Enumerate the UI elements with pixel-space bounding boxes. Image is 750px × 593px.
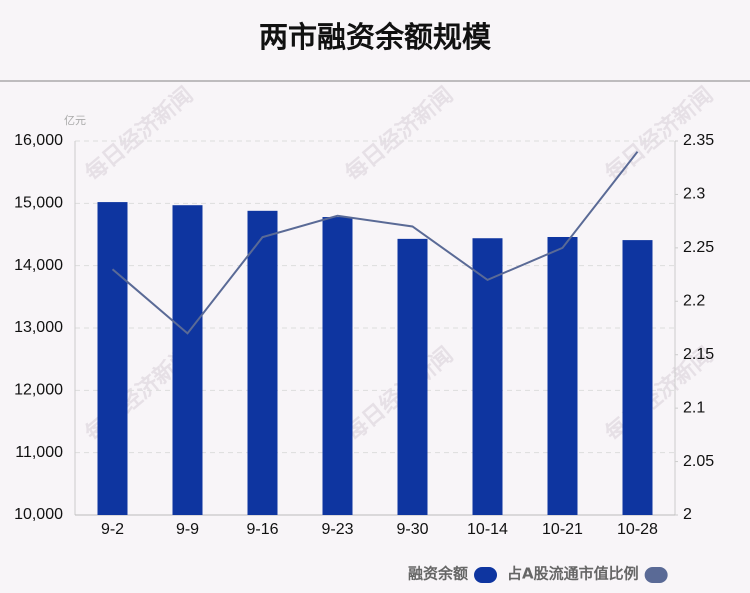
y2-tick-label: 2.05 [683, 453, 714, 470]
x-tick-label: 10-21 [542, 521, 583, 538]
y-tick-label: 13,000 [14, 319, 63, 336]
legend-swatch [644, 567, 668, 583]
line [111, 151, 639, 335]
y2-tick-label: 2.15 [683, 346, 714, 363]
x-tick-label: 9-23 [321, 521, 353, 538]
x-tick-label: 9-9 [176, 521, 199, 538]
y-tick-label: 16,000 [14, 132, 63, 149]
legend-swatch [474, 567, 498, 583]
bar [547, 236, 578, 515]
watermark: 每日经济新闻 [340, 82, 458, 187]
y2-tick-label: 2 [683, 506, 692, 523]
y-tick-label: 12,000 [14, 382, 63, 399]
legend-label: 占A股流通市值比例 [507, 565, 639, 583]
x-tick-label: 10-28 [617, 521, 658, 538]
y2-tick-label: 2.35 [683, 132, 714, 149]
x-tick-label: 10-14 [467, 521, 508, 538]
bar [472, 238, 503, 516]
chart-title: 两市融资余额规模 [259, 20, 492, 54]
legend-label: 融资余额 [408, 565, 468, 583]
y2-tick-label: 2.25 [683, 239, 714, 256]
bar [397, 238, 428, 515]
x-tick-label: 9-2 [101, 521, 124, 538]
bar [322, 217, 353, 515]
bar [247, 210, 278, 515]
y-tick-label: 11,000 [15, 444, 63, 461]
y2-tick-label: 2.1 [683, 399, 705, 416]
bar [622, 240, 653, 516]
x-tick-label: 9-30 [396, 521, 428, 538]
unit-label: 亿元 [64, 114, 86, 127]
bar [172, 205, 203, 515]
y2-tick-label: 2.3 [683, 186, 705, 203]
bar [97, 202, 128, 515]
y-tick-label: 15,000 [14, 195, 63, 212]
x-tick-label: 9-16 [246, 521, 278, 538]
y-tick-label: 14,000 [14, 257, 63, 274]
watermark: 每日经济新闻 [80, 82, 198, 187]
y2-tick-label: 2.2 [683, 293, 705, 310]
y-tick-label: 10,000 [14, 506, 63, 523]
